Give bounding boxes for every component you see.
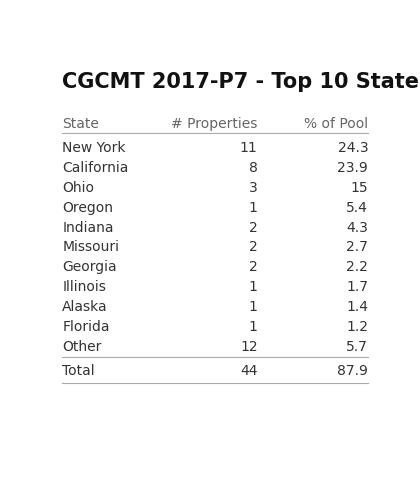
Text: 2.7: 2.7 bbox=[346, 241, 368, 254]
Text: 1: 1 bbox=[249, 300, 257, 314]
Text: 3: 3 bbox=[249, 181, 257, 195]
Text: 11: 11 bbox=[240, 141, 257, 155]
Text: 15: 15 bbox=[351, 181, 368, 195]
Text: 24.3: 24.3 bbox=[338, 141, 368, 155]
Text: Alaska: Alaska bbox=[62, 300, 108, 314]
Text: 1.4: 1.4 bbox=[346, 300, 368, 314]
Text: CGCMT 2017-P7 - Top 10 States: CGCMT 2017-P7 - Top 10 States bbox=[62, 72, 420, 92]
Text: 23.9: 23.9 bbox=[338, 161, 368, 175]
Text: 1: 1 bbox=[249, 280, 257, 294]
Text: 1.7: 1.7 bbox=[346, 280, 368, 294]
Text: Illinois: Illinois bbox=[62, 280, 106, 294]
Text: 4.3: 4.3 bbox=[346, 221, 368, 235]
Text: 2.2: 2.2 bbox=[346, 260, 368, 274]
Text: 87.9: 87.9 bbox=[337, 364, 368, 378]
Text: New York: New York bbox=[62, 141, 126, 155]
Text: 2: 2 bbox=[249, 241, 257, 254]
Text: California: California bbox=[62, 161, 129, 175]
Text: Total: Total bbox=[62, 364, 95, 378]
Text: 5.7: 5.7 bbox=[346, 339, 368, 354]
Text: Other: Other bbox=[62, 339, 102, 354]
Text: 5.4: 5.4 bbox=[346, 201, 368, 215]
Text: 1.2: 1.2 bbox=[346, 320, 368, 334]
Text: 2: 2 bbox=[249, 260, 257, 274]
Text: 1: 1 bbox=[249, 201, 257, 215]
Text: 2: 2 bbox=[249, 221, 257, 235]
Text: Missouri: Missouri bbox=[62, 241, 119, 254]
Text: 8: 8 bbox=[249, 161, 257, 175]
Text: % of Pool: % of Pool bbox=[304, 116, 368, 131]
Text: Oregon: Oregon bbox=[62, 201, 113, 215]
Text: Indiana: Indiana bbox=[62, 221, 114, 235]
Text: Ohio: Ohio bbox=[62, 181, 94, 195]
Text: 44: 44 bbox=[240, 364, 257, 378]
Text: State: State bbox=[62, 116, 99, 131]
Text: # Properties: # Properties bbox=[171, 116, 257, 131]
Text: Georgia: Georgia bbox=[62, 260, 117, 274]
Text: Florida: Florida bbox=[62, 320, 110, 334]
Text: 1: 1 bbox=[249, 320, 257, 334]
Text: 12: 12 bbox=[240, 339, 257, 354]
